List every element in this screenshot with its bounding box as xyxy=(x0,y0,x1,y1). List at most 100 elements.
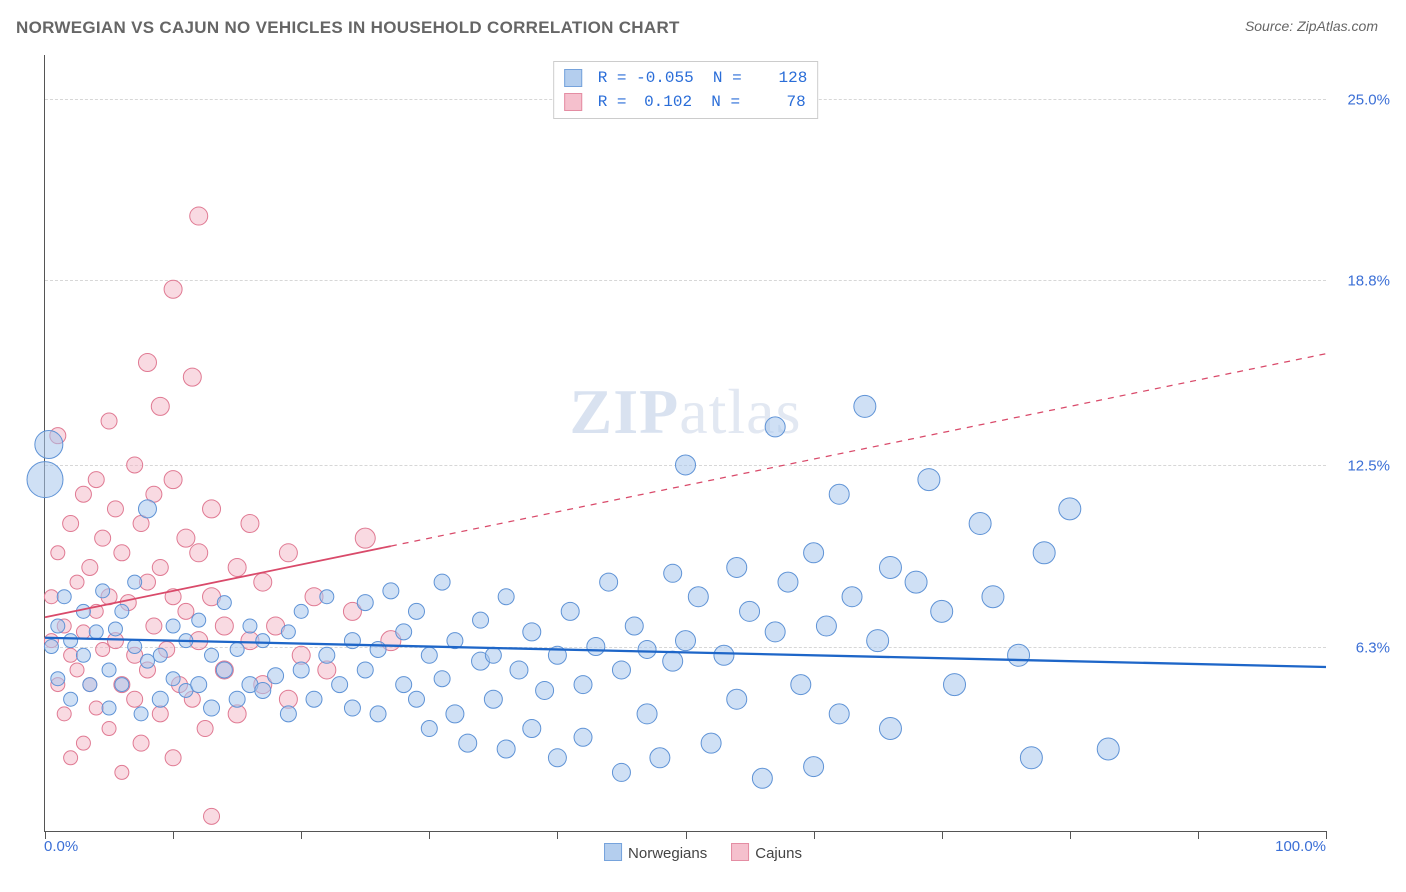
data-point xyxy=(905,571,927,593)
data-point xyxy=(152,691,168,707)
x-axis-min-label: 0.0% xyxy=(44,838,78,855)
data-point xyxy=(177,529,195,547)
legend-row-cajuns: R = 0.102 N = 78 xyxy=(564,90,808,114)
data-point xyxy=(1059,498,1081,520)
data-point xyxy=(51,546,65,560)
data-point xyxy=(128,575,142,589)
data-point xyxy=(35,430,63,458)
data-point xyxy=(446,705,464,723)
data-point xyxy=(96,584,110,598)
data-point xyxy=(688,587,708,607)
data-point xyxy=(485,647,501,663)
data-point xyxy=(357,595,373,611)
source-attribution: Source: ZipAtlas.com xyxy=(1245,18,1378,34)
data-point xyxy=(256,634,270,648)
data-point xyxy=(102,663,116,677)
data-point xyxy=(70,575,84,589)
data-point xyxy=(969,513,991,535)
data-point xyxy=(306,691,322,707)
data-point xyxy=(44,640,58,654)
data-point xyxy=(510,661,528,679)
data-point xyxy=(44,590,58,604)
data-point xyxy=(320,590,334,604)
data-point xyxy=(191,677,207,693)
data-point xyxy=(127,691,143,707)
data-point xyxy=(612,763,630,781)
data-point xyxy=(107,501,123,517)
data-point xyxy=(82,559,98,575)
data-point xyxy=(879,718,901,740)
data-point xyxy=(355,528,375,548)
legend-label-norwegians: Norwegians xyxy=(628,845,707,862)
data-point xyxy=(70,663,84,677)
data-point xyxy=(1020,747,1042,769)
data-point xyxy=(523,720,541,738)
trend-line-solid xyxy=(45,546,391,617)
data-point xyxy=(216,662,232,678)
data-point xyxy=(115,604,129,618)
r-value-norwegians: -0.055 xyxy=(636,66,694,90)
data-point xyxy=(370,641,386,657)
data-point xyxy=(217,596,231,610)
data-point xyxy=(27,462,63,498)
data-point xyxy=(76,736,90,750)
data-point xyxy=(676,631,696,651)
data-point xyxy=(140,654,154,668)
source-link[interactable]: ZipAtlas.com xyxy=(1297,18,1378,34)
data-point xyxy=(473,612,489,628)
data-point xyxy=(190,544,208,562)
data-point xyxy=(166,672,180,686)
data-point xyxy=(192,613,206,627)
data-point xyxy=(778,572,798,592)
data-point xyxy=(664,564,682,582)
series-legend: Norwegians Cajuns xyxy=(604,843,802,862)
data-point xyxy=(108,622,122,636)
source-prefix: Source: xyxy=(1245,18,1297,34)
data-point xyxy=(146,618,162,634)
data-point xyxy=(370,706,386,722)
data-point xyxy=(459,734,477,752)
data-point xyxy=(421,721,437,737)
data-point xyxy=(51,672,65,686)
data-point xyxy=(676,455,696,475)
data-point xyxy=(931,600,953,622)
data-point xyxy=(1008,644,1030,666)
data-point xyxy=(281,625,295,639)
data-point xyxy=(434,671,450,687)
data-point xyxy=(64,634,78,648)
correlation-legend: R = -0.055 N = 128 R = 0.102 N = 78 xyxy=(553,61,819,119)
data-point xyxy=(230,642,244,656)
data-point xyxy=(102,701,116,715)
data-point xyxy=(165,750,181,766)
data-point xyxy=(344,633,360,649)
data-point xyxy=(102,722,116,736)
data-point xyxy=(280,706,296,722)
data-point xyxy=(816,616,836,636)
data-point xyxy=(523,623,541,641)
scatter-svg xyxy=(45,55,1326,831)
data-point xyxy=(332,677,348,693)
y-tick-label: 18.8% xyxy=(1347,273,1390,290)
data-point xyxy=(561,602,579,620)
data-point xyxy=(727,557,747,577)
legend-row-norwegians: R = -0.055 N = 128 xyxy=(564,66,808,90)
data-point xyxy=(164,280,182,298)
swatch-norwegians-bottom xyxy=(604,843,622,861)
data-point xyxy=(536,681,554,699)
data-point xyxy=(574,676,592,694)
y-tick-label: 12.5% xyxy=(1347,457,1390,474)
data-point xyxy=(57,707,71,721)
data-point xyxy=(127,457,143,473)
data-point xyxy=(95,530,111,546)
data-point xyxy=(51,619,65,633)
legend-item-norwegians: Norwegians xyxy=(604,843,707,862)
data-point xyxy=(128,640,142,654)
data-point xyxy=(205,648,219,662)
data-point xyxy=(714,645,734,665)
data-point xyxy=(63,516,79,532)
legend-label-cajuns: Cajuns xyxy=(755,845,802,862)
n-value-norwegians: 128 xyxy=(751,66,807,90)
data-point xyxy=(548,749,566,767)
data-point xyxy=(293,662,309,678)
data-point xyxy=(663,651,683,671)
